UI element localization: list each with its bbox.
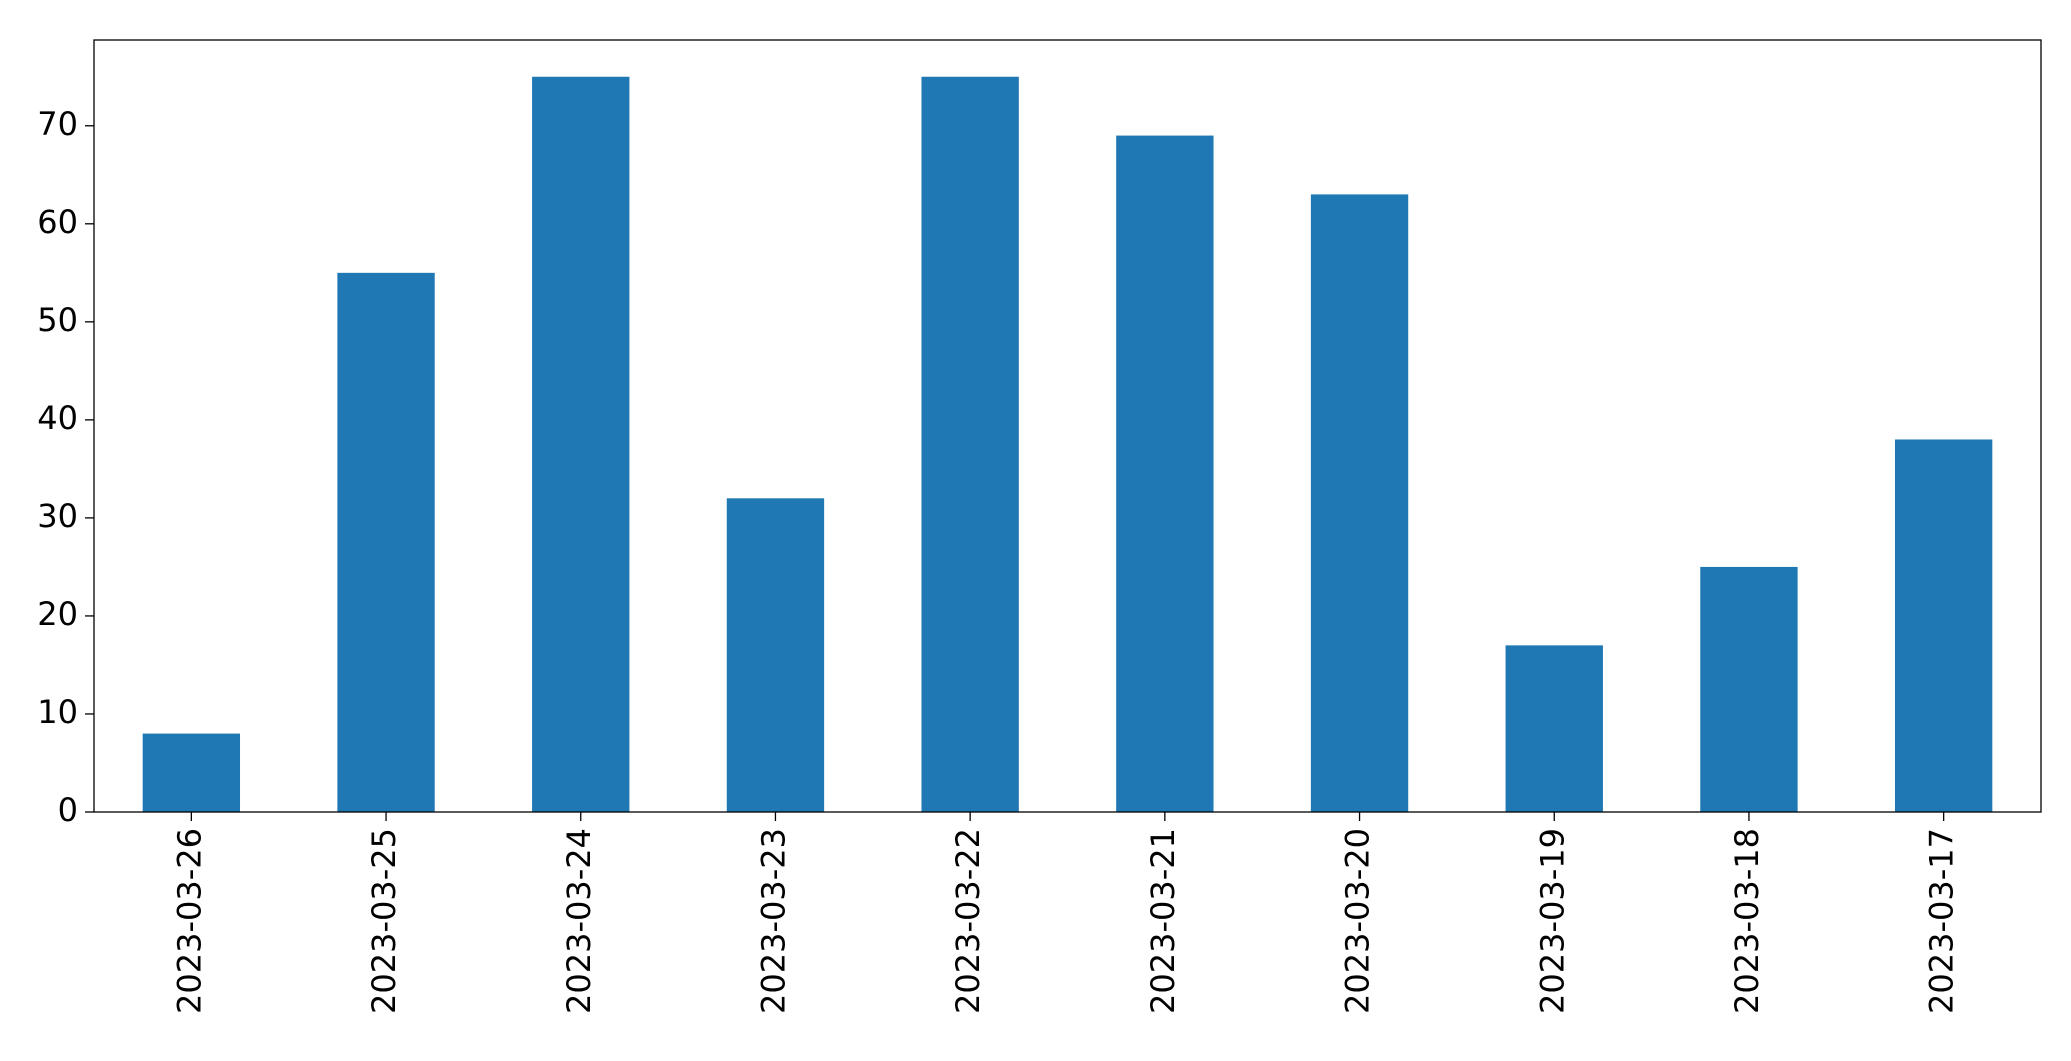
x-tick-label: 2023-03-19 xyxy=(1533,828,1571,1014)
y-tick-label: 20 xyxy=(37,595,78,633)
x-tick-label: 2023-03-24 xyxy=(560,828,598,1014)
bar xyxy=(142,733,241,812)
bar xyxy=(1505,645,1603,812)
y-tick-label: 0 xyxy=(58,791,78,829)
bar xyxy=(1700,566,1798,812)
y-tick-label: 30 xyxy=(37,497,78,535)
y-tick-label: 70 xyxy=(37,105,78,143)
bar xyxy=(726,498,825,812)
y-tick-label: 40 xyxy=(37,399,78,437)
plot-frame xyxy=(93,39,2042,813)
bar xyxy=(1310,194,1409,812)
x-tick-label: 2023-03-20 xyxy=(1339,828,1377,1014)
bar xyxy=(532,76,630,812)
bar xyxy=(337,272,435,812)
bar xyxy=(1894,439,1993,812)
y-tick-label: 10 xyxy=(37,693,78,731)
x-tick-label: 2023-03-18 xyxy=(1728,828,1766,1014)
y-tick-label: 60 xyxy=(37,203,78,241)
x-tick-label: 2023-03-21 xyxy=(1144,828,1182,1014)
x-tick-label: 2023-03-25 xyxy=(365,828,403,1014)
y-tick-label: 50 xyxy=(37,301,78,339)
bar xyxy=(921,76,1019,812)
x-tick-label: 2023-03-22 xyxy=(949,828,987,1014)
bar xyxy=(1116,135,1214,813)
x-tick-label: 2023-03-26 xyxy=(170,828,208,1014)
x-tick-label: 2023-03-17 xyxy=(1923,828,1961,1014)
x-tick-label: 2023-03-23 xyxy=(754,828,792,1014)
